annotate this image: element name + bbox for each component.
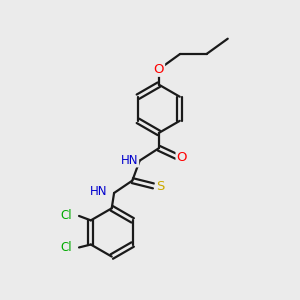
Text: O: O <box>154 63 164 76</box>
Text: O: O <box>176 151 187 164</box>
Text: S: S <box>156 180 164 193</box>
Text: Cl: Cl <box>61 241 72 254</box>
Text: HN: HN <box>121 154 138 166</box>
Text: Cl: Cl <box>61 209 72 223</box>
Text: HN: HN <box>90 185 108 198</box>
